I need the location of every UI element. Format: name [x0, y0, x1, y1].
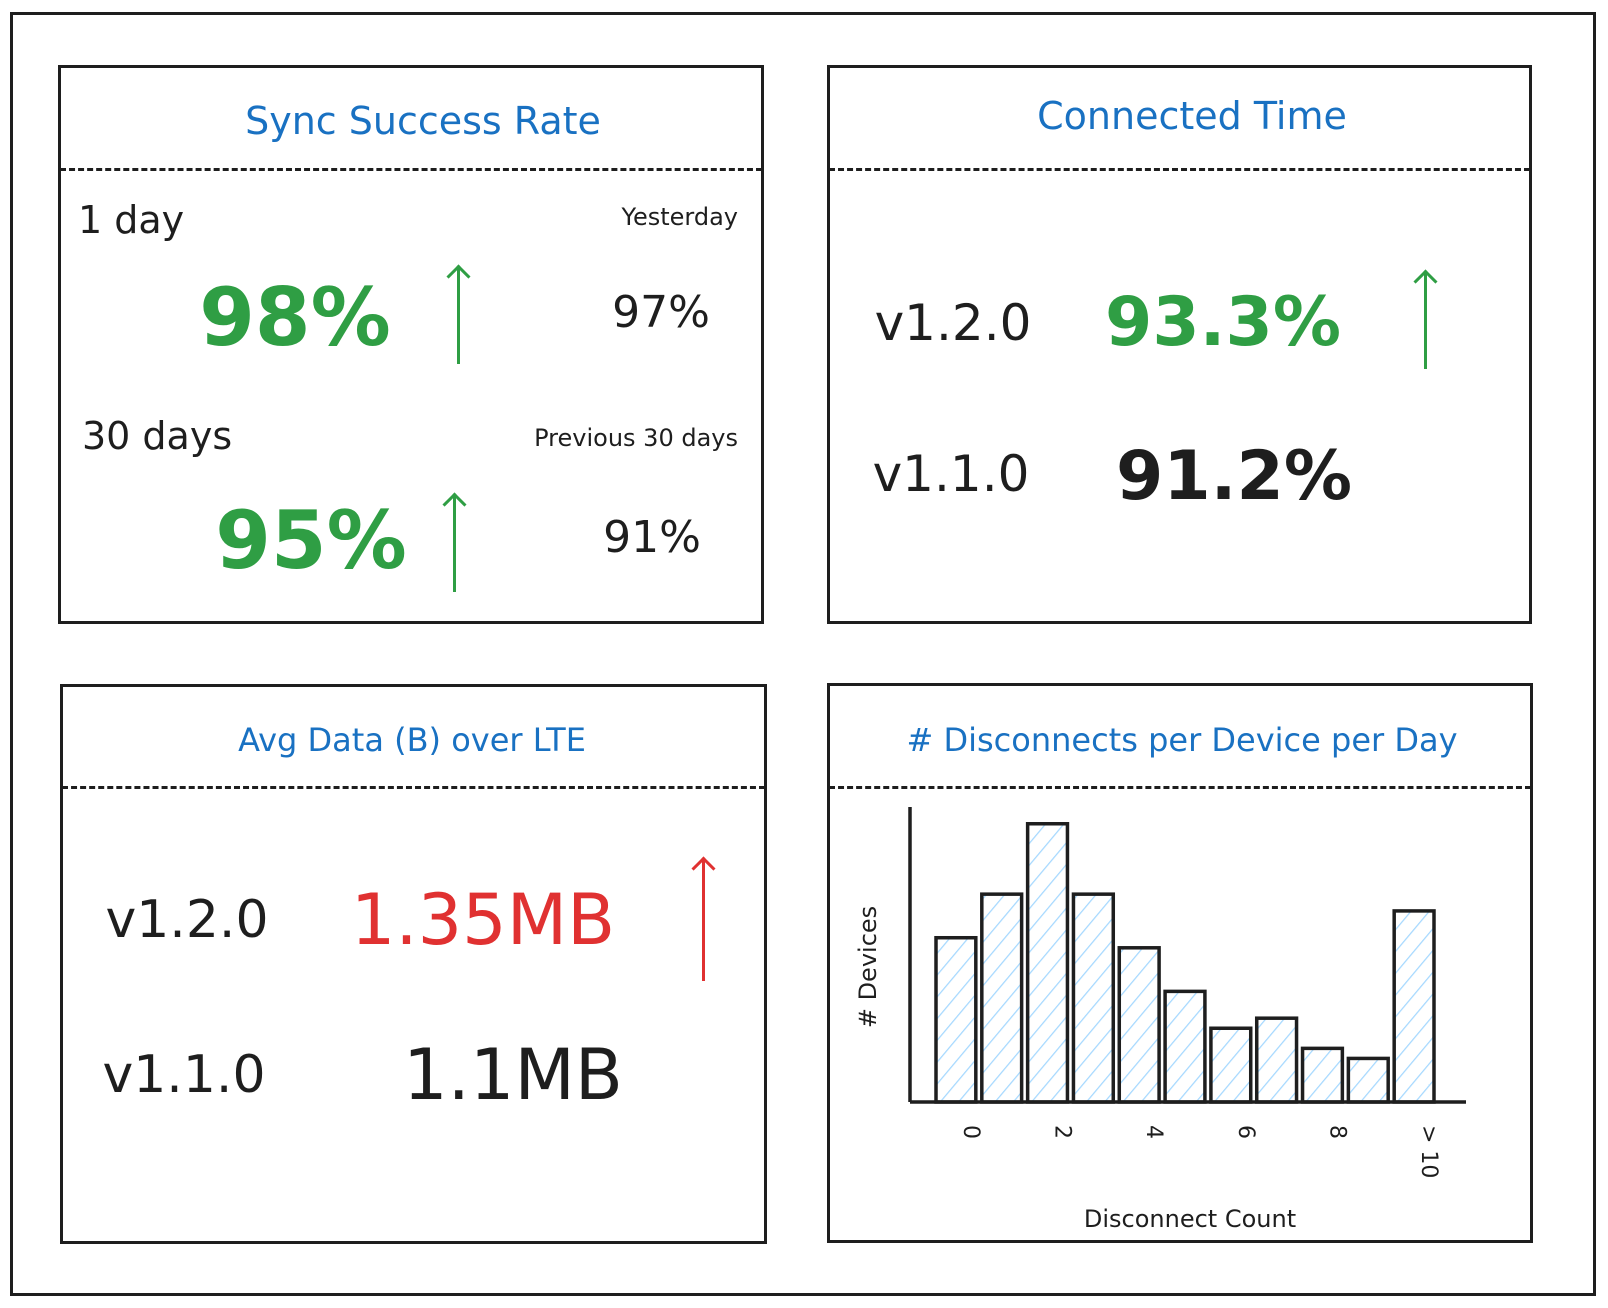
x-tick-label: 0 [958, 1125, 983, 1139]
lte-data-panel [60, 684, 767, 1244]
previous-label: Previous 30 days [534, 424, 738, 452]
panel-title: Connected Time [1037, 94, 1347, 138]
day-value: 98% [199, 271, 391, 364]
arrow-up-icon [453, 495, 456, 592]
dashboard-frame [10, 12, 1596, 1296]
arrow-up-icon [457, 267, 460, 364]
x-tick-label: 8 [1324, 1125, 1349, 1139]
month-label: 30 days [82, 414, 233, 458]
connected-value: 91.2% [1116, 437, 1352, 516]
divider [829, 168, 1530, 171]
x-tick-label: 4 [1141, 1125, 1166, 1139]
arrow-up-icon [1424, 272, 1427, 369]
previous-value: 91% [603, 512, 701, 563]
version-label: v1.1.0 [872, 445, 1030, 503]
version-label: v1.1.0 [102, 1045, 266, 1105]
x-tick-label: 6 [1233, 1125, 1258, 1139]
bar-7 [1254, 1016, 1299, 1104]
panel-title: Avg Data (B) over LTE [238, 721, 586, 759]
x-tick-label: 2 [1050, 1125, 1075, 1139]
yesterday-label: Yesterday [621, 203, 738, 231]
chart-title: # Disconnects per Device per Day [906, 721, 1458, 759]
bar-4 [1117, 946, 1161, 1104]
x-tick-label: > 10 [1416, 1125, 1441, 1178]
x-axis-label: Disconnect Count [1083, 1205, 1297, 1233]
bar-0 [934, 935, 978, 1104]
connected-time-panel [827, 65, 1532, 624]
version-label: v1.2.0 [105, 890, 269, 950]
bar-10 [1392, 909, 1436, 1104]
arrow-up-icon [702, 859, 705, 981]
divider [62, 786, 765, 789]
day-label: 1 day [78, 198, 185, 242]
bar-1 [980, 892, 1024, 1104]
divider [829, 786, 1531, 789]
lte-value: 1.35MB [350, 879, 616, 961]
bar-6 [1209, 1026, 1253, 1104]
bar-3 [1071, 892, 1116, 1104]
connected-value: 93.3% [1105, 283, 1341, 362]
yesterday-value: 97% [612, 287, 710, 338]
lte-value: 1.1MB [403, 1034, 623, 1116]
bar-8 [1300, 1046, 1345, 1104]
version-label: v1.2.0 [874, 294, 1032, 352]
bar-2 [1025, 822, 1070, 1104]
sync-success-panel [58, 65, 764, 624]
bar-5 [1163, 989, 1207, 1104]
bar-9 [1346, 1056, 1390, 1104]
divider [60, 168, 762, 171]
month-value: 95% [215, 494, 407, 587]
panel-title: Sync Success Rate [245, 99, 601, 143]
